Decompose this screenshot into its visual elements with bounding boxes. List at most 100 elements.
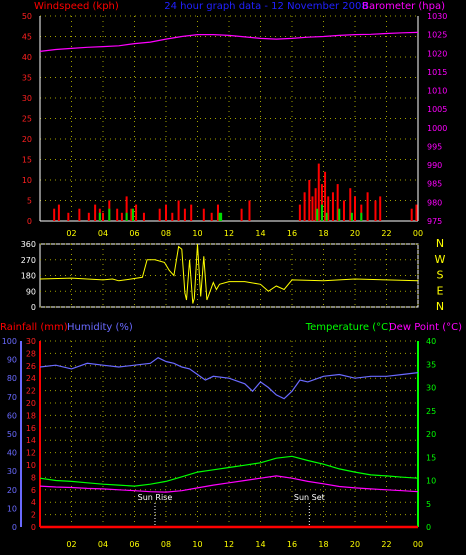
windspeed-tick-label: 0 [27, 217, 32, 226]
windspeed-bar [298, 204, 301, 221]
windspeed-tick-label: 45 [22, 33, 32, 42]
windspeed-axis-label: Windspeed (kph) [34, 1, 119, 12]
windspeed-bar [366, 192, 369, 221]
windspeed-bar [171, 212, 174, 221]
rainfall-tick-label: 8 [31, 473, 36, 482]
humidity-axis-label: Humidity (%) [67, 322, 133, 333]
gust-bar [350, 212, 353, 221]
temperature-tick-label: 10 [426, 477, 436, 486]
humidity-tick-label: 30 [7, 467, 17, 476]
x-tick-label: 06 [129, 540, 139, 549]
windspeed-bar [324, 171, 327, 221]
barometer-tick-label: 1030 [427, 12, 447, 21]
windspeed-tick-label: 40 [22, 53, 32, 62]
barometer-tick-label: 990 [427, 161, 442, 170]
barometer-tick-label: 1015 [427, 68, 447, 77]
x-tick-label: 02 [66, 229, 76, 238]
wind-direction-line [39, 243, 419, 304]
barometer-tick-label: 1020 [427, 49, 447, 58]
barometer-line [39, 31, 419, 52]
x-tick-label: 06 [129, 229, 139, 238]
windspeed-bar [308, 180, 311, 221]
rainfall-tick-label: 20 [26, 399, 36, 408]
x-tick-label: 16 [287, 229, 297, 238]
windspeed-tick-label: 25 [22, 115, 32, 124]
barometer-tick-label: 985 [427, 180, 442, 189]
x-tick-label: 08 [161, 229, 171, 238]
windspeed-bar [210, 212, 213, 221]
windspeed-bar [317, 163, 320, 221]
wind-barometer-panel: 0510152025303540455097598098599099510001… [22, 12, 448, 238]
x-tick-label: 14 [255, 540, 265, 549]
windspeed-bar [87, 212, 90, 221]
windspeed-bar [311, 196, 314, 221]
rainfall-tick-label: 16 [26, 424, 36, 433]
windspeed-bar [331, 192, 334, 221]
humidity-tick-label: 100 [2, 337, 17, 346]
gust-bar [220, 212, 223, 221]
dewpoint-axis-label: Dew Point (°C) [389, 322, 462, 333]
compass-label: E [437, 284, 444, 297]
x-tick-label: 00 [413, 229, 423, 238]
rainfall-axis-label: Rainfall (mm) [0, 322, 68, 333]
x-tick-label: 02 [66, 540, 76, 549]
temperature-tick-label: 35 [426, 360, 436, 369]
windspeed-bar [142, 212, 145, 221]
temperature-tick-label: 5 [426, 500, 431, 509]
windspeed-bar [94, 204, 97, 221]
windspeed-bar [320, 184, 323, 221]
windspeed-bar [53, 208, 56, 221]
humidity-temperature-panel: 0246810121416182022242628300102030405060… [2, 337, 436, 549]
compass-label: N [436, 300, 444, 313]
direction-tick-label: 180 [21, 272, 36, 281]
humidity-tick-label: 60 [7, 411, 17, 420]
windspeed-bar [135, 204, 138, 221]
gust-bar [108, 208, 111, 221]
windspeed-tick-label: 15 [22, 156, 32, 165]
windspeed-bar [158, 208, 161, 221]
windspeed-bar [410, 208, 413, 221]
windspeed-bar [314, 188, 317, 221]
windspeed-tick-label: 30 [22, 94, 32, 103]
compass-label: W [435, 253, 446, 266]
windspeed-bar [125, 196, 128, 221]
rainfall-tick-label: 30 [26, 337, 36, 346]
rainfall-tick-label: 24 [26, 374, 36, 383]
x-tick-label: 16 [287, 540, 297, 549]
humidity-tick-label: 0 [12, 523, 17, 532]
x-tick-label: 04 [98, 229, 108, 238]
barometer-tick-label: 1010 [427, 87, 447, 96]
temperature-line [39, 455, 419, 487]
x-tick-label: 08 [161, 540, 171, 549]
rainfall-tick-label: 2 [31, 511, 36, 520]
windspeed-bar [216, 204, 219, 221]
gust-bar [98, 212, 101, 221]
windspeed-tick-label: 35 [22, 74, 32, 83]
rainfall-tick-label: 4 [31, 498, 36, 507]
rainfall-tick-label: 26 [26, 362, 36, 371]
x-tick-label: 00 [413, 540, 423, 549]
windspeed-bar [202, 208, 205, 221]
direction-tick-label: 0 [31, 303, 36, 312]
windspeed-tick-label: 5 [27, 197, 32, 206]
windspeed-bar [190, 204, 193, 221]
barometer-tick-label: 1000 [427, 124, 447, 133]
windspeed-bar [102, 212, 104, 221]
x-tick-label: 12 [224, 229, 234, 238]
x-tick-label: 18 [318, 229, 328, 238]
temperature-tick-label: 15 [426, 453, 436, 462]
x-tick-label: 10 [192, 540, 202, 549]
compass-label: S [437, 269, 444, 282]
compass-label: N [436, 237, 444, 250]
windspeed-bar [327, 196, 330, 221]
x-tick-label: 18 [318, 540, 328, 549]
gust-bar [131, 208, 134, 221]
windspeed-bar [374, 200, 377, 221]
rainfall-tick-label: 10 [26, 461, 36, 470]
gust-bar [320, 204, 323, 221]
rainfall-tick-label: 0 [31, 523, 36, 532]
x-tick-label: 14 [255, 229, 265, 238]
x-tick-label: 04 [98, 540, 108, 549]
rainfall-tick-label: 6 [31, 486, 36, 495]
